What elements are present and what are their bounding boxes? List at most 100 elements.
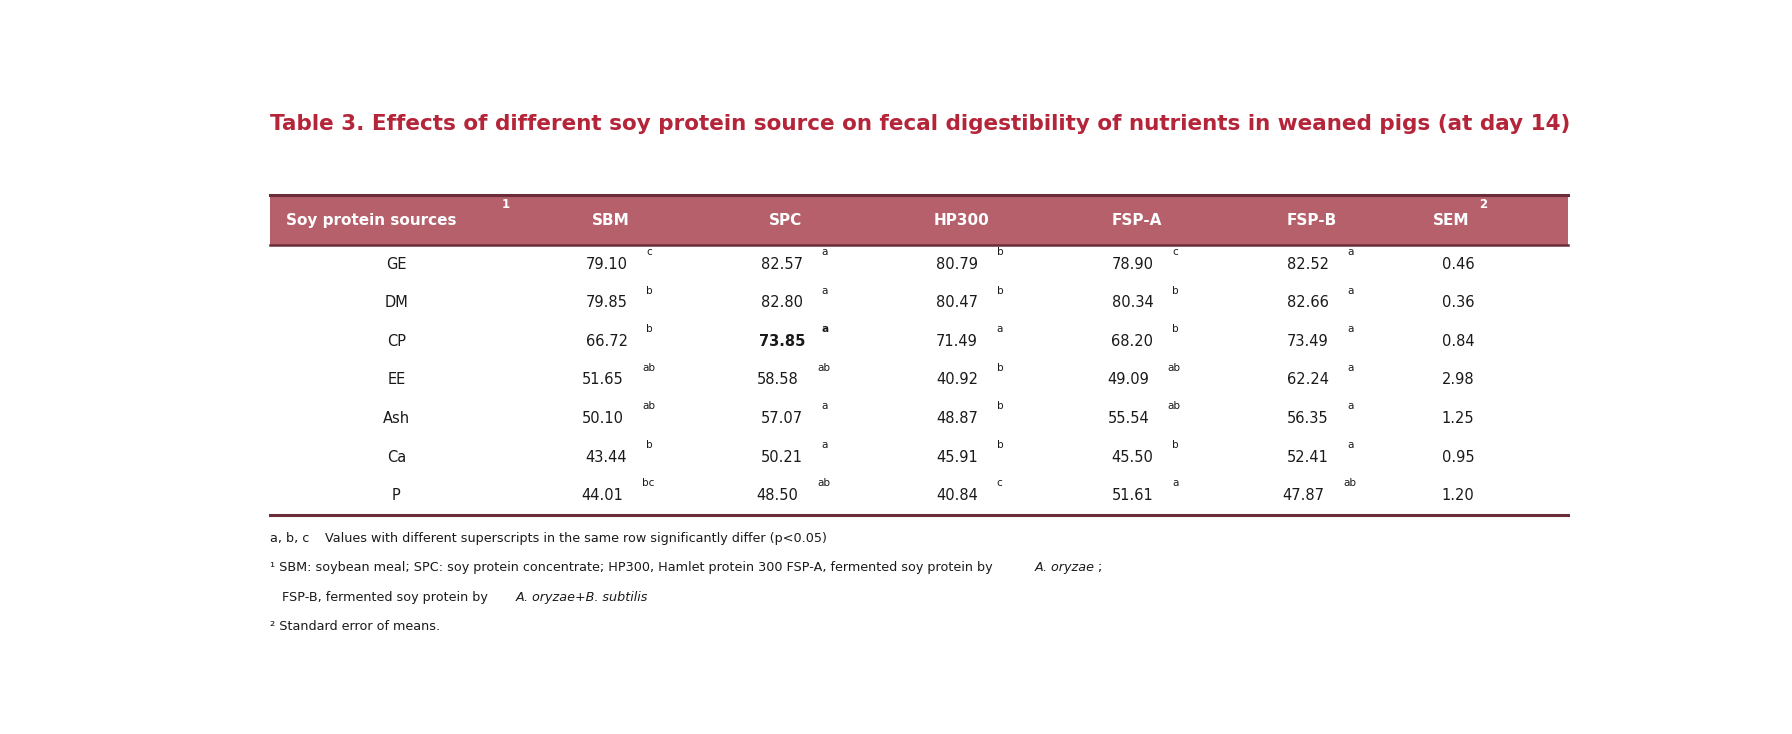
Text: 50.10: 50.10 xyxy=(581,411,624,426)
Text: b: b xyxy=(1172,286,1179,296)
Text: ;: ; xyxy=(1097,561,1102,574)
Text: a: a xyxy=(821,401,828,411)
Text: a: a xyxy=(1348,440,1353,450)
Text: Ca: Ca xyxy=(387,449,407,465)
Text: 80.79: 80.79 xyxy=(935,257,978,272)
Text: ab: ab xyxy=(1168,363,1181,373)
Text: 79.10: 79.10 xyxy=(586,257,627,272)
Text: 43.44: 43.44 xyxy=(586,449,627,465)
Text: 40.92: 40.92 xyxy=(935,372,978,388)
Text: 1.25: 1.25 xyxy=(1443,411,1475,426)
Text: Soy protein sources: Soy protein sources xyxy=(287,213,457,228)
Text: A. oryzae+B. subtilis: A. oryzae+B. subtilis xyxy=(516,591,647,603)
Text: 44.01: 44.01 xyxy=(581,488,624,503)
Text: 71.49: 71.49 xyxy=(935,334,978,349)
Text: ab: ab xyxy=(1168,401,1181,411)
Text: 0.46: 0.46 xyxy=(1443,257,1475,272)
Text: 79.85: 79.85 xyxy=(586,296,627,310)
Text: DM: DM xyxy=(385,296,409,310)
Text: HP300: HP300 xyxy=(934,213,989,228)
Text: a: a xyxy=(821,247,828,257)
Text: 1: 1 xyxy=(502,198,511,211)
Text: c: c xyxy=(647,247,652,257)
Text: 58.58: 58.58 xyxy=(756,372,799,388)
Text: 78.90: 78.90 xyxy=(1111,257,1154,272)
Text: a: a xyxy=(1348,363,1353,373)
Text: A. oryzae: A. oryzae xyxy=(1034,561,1095,574)
Text: FSP-A: FSP-A xyxy=(1111,213,1161,228)
Text: 51.65: 51.65 xyxy=(581,372,624,388)
Text: b: b xyxy=(647,324,652,334)
Text: b: b xyxy=(996,286,1004,296)
Text: b: b xyxy=(996,401,1004,411)
Text: 1.20: 1.20 xyxy=(1441,488,1475,503)
Text: 57.07: 57.07 xyxy=(762,411,803,426)
Text: b: b xyxy=(996,363,1004,373)
Text: CP: CP xyxy=(387,334,407,349)
Text: a: a xyxy=(996,324,1004,334)
Text: b: b xyxy=(996,440,1004,450)
Text: 62.24: 62.24 xyxy=(1287,372,1328,388)
Text: 80.47: 80.47 xyxy=(935,296,978,310)
Text: 52.41: 52.41 xyxy=(1287,449,1328,465)
Text: 50.21: 50.21 xyxy=(762,449,803,465)
Text: FSP-B: FSP-B xyxy=(1287,213,1337,228)
Text: a: a xyxy=(1172,478,1179,488)
Text: 0.84: 0.84 xyxy=(1443,334,1475,349)
Text: 82.80: 82.80 xyxy=(762,296,803,310)
Text: SPC: SPC xyxy=(769,213,803,228)
Text: 45.50: 45.50 xyxy=(1111,449,1154,465)
Text: b: b xyxy=(1172,440,1179,450)
Text: b: b xyxy=(647,440,652,450)
Text: 49.09: 49.09 xyxy=(1107,372,1149,388)
Text: Table 3. Effects of different soy protein source on fecal digestibility of nutri: Table 3. Effects of different soy protei… xyxy=(271,114,1570,134)
Text: b: b xyxy=(996,247,1004,257)
Text: FSP-B, fermented soy protein by: FSP-B, fermented soy protein by xyxy=(271,591,491,603)
Text: b: b xyxy=(1172,324,1179,334)
Text: b: b xyxy=(647,286,652,296)
Text: 68.20: 68.20 xyxy=(1111,334,1154,349)
Text: 48.87: 48.87 xyxy=(935,411,978,426)
Text: 80.34: 80.34 xyxy=(1111,296,1154,310)
Text: Values with different superscripts in the same row significantly differ (p<0.05): Values with different superscripts in th… xyxy=(321,531,828,545)
Text: a: a xyxy=(821,324,828,334)
Text: 2: 2 xyxy=(1478,198,1487,211)
Text: a: a xyxy=(821,440,828,450)
Text: 73.49: 73.49 xyxy=(1287,334,1328,349)
Text: 0.36: 0.36 xyxy=(1443,296,1475,310)
Text: 0.95: 0.95 xyxy=(1443,449,1475,465)
Text: ab: ab xyxy=(642,363,654,373)
Text: 73.85: 73.85 xyxy=(758,334,805,349)
Text: c: c xyxy=(1172,247,1177,257)
Text: 48.50: 48.50 xyxy=(756,488,799,503)
Text: 66.72: 66.72 xyxy=(586,334,627,349)
Text: 56.35: 56.35 xyxy=(1287,411,1328,426)
Text: ² Standard error of means.: ² Standard error of means. xyxy=(271,620,441,633)
Text: 47.87: 47.87 xyxy=(1283,488,1324,503)
Text: 82.52: 82.52 xyxy=(1287,257,1328,272)
Text: ab: ab xyxy=(817,363,830,373)
Text: a: a xyxy=(821,286,828,296)
Text: 82.57: 82.57 xyxy=(762,257,803,272)
Text: P: P xyxy=(392,488,401,503)
Text: ab: ab xyxy=(817,478,830,488)
Text: a, b, c: a, b, c xyxy=(271,531,308,545)
Text: ab: ab xyxy=(1344,478,1357,488)
Text: a: a xyxy=(1348,324,1353,334)
Text: SBM: SBM xyxy=(591,213,629,228)
Text: a: a xyxy=(1348,247,1353,257)
Text: bc: bc xyxy=(642,478,654,488)
Text: 55.54: 55.54 xyxy=(1107,411,1149,426)
Text: a: a xyxy=(1348,286,1353,296)
Text: GE: GE xyxy=(387,257,407,272)
Text: a: a xyxy=(1348,401,1353,411)
Text: Ash: Ash xyxy=(383,411,410,426)
Text: EE: EE xyxy=(387,372,405,388)
Text: ab: ab xyxy=(642,401,654,411)
Text: 40.84: 40.84 xyxy=(935,488,978,503)
Text: 51.61: 51.61 xyxy=(1111,488,1154,503)
Text: ¹ SBM: soybean meal; SPC: soy protein concentrate; HP300, Hamlet protein 300 FSP: ¹ SBM: soybean meal; SPC: soy protein co… xyxy=(271,561,996,574)
Text: 82.66: 82.66 xyxy=(1287,296,1328,310)
Text: 45.91: 45.91 xyxy=(935,449,978,465)
Bar xyxy=(271,195,1568,245)
